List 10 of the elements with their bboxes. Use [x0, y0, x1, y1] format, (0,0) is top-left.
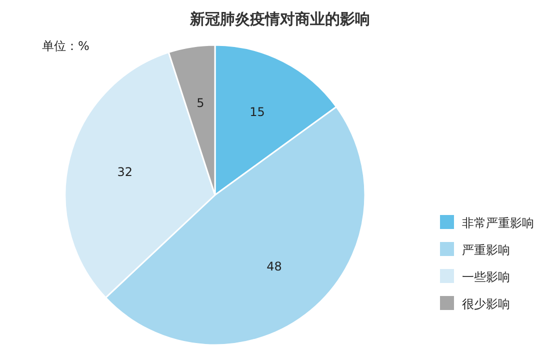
chart-title: 新冠肺炎疫情对商业的影响	[189, 10, 370, 28]
legend-label: 很少影响	[462, 297, 510, 311]
legend-label: 一些影响	[462, 270, 510, 284]
data-label: 5	[196, 96, 204, 110]
data-label: 32	[117, 164, 133, 179]
data-label: 15	[250, 105, 265, 120]
text: 单位：%	[42, 39, 90, 53]
legend-label: 严重影响	[462, 243, 510, 257]
legend-label: 非常严重影响	[462, 216, 534, 230]
data-label: 48	[266, 260, 282, 274]
